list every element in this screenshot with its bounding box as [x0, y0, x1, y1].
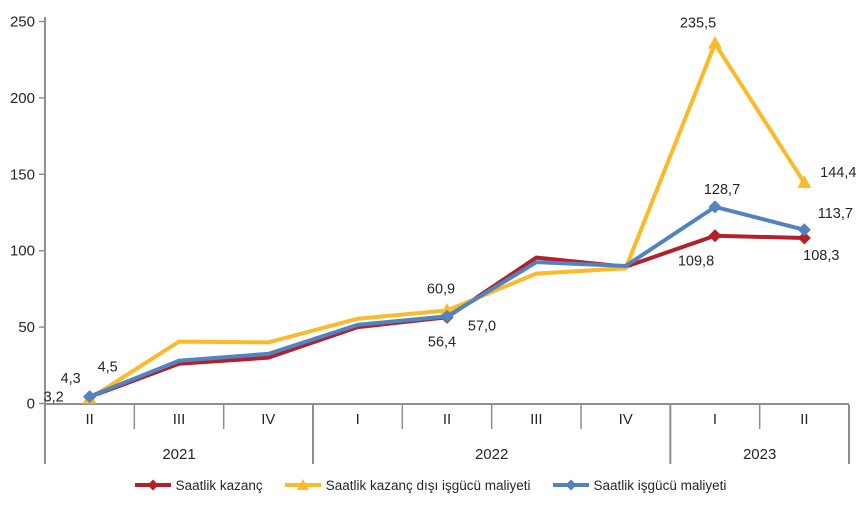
- data-label: 3,2: [44, 390, 64, 406]
- y-axis-label: 150: [10, 166, 35, 183]
- x-axis-quarter-label: I: [713, 411, 717, 428]
- legend-label: Saatlik kazanç: [175, 477, 263, 493]
- legend-item-saatlik-kazanc-disi-isgucu-maliyeti: Saatlik kazanç dışı işgücü maliyeti: [284, 477, 531, 493]
- x-axis-quarter-label: II: [800, 411, 808, 428]
- x-axis-quarter-label: II: [443, 411, 451, 428]
- diamond-marker-icon: [797, 223, 811, 237]
- data-label: 4,3: [61, 371, 81, 387]
- chart-legend: Saatlik kazanç Saatlik kazanç dışı işgüc…: [0, 477, 861, 493]
- data-label: 57,0: [468, 318, 496, 334]
- diamond-marker-icon: [708, 200, 722, 214]
- x-axis-quarter-label: IV: [619, 411, 633, 428]
- x-axis-year-label: 2021: [162, 446, 195, 463]
- y-axis-label: 250: [10, 14, 35, 31]
- diamond-marker-icon: [708, 229, 722, 243]
- data-label: 109,8: [678, 254, 714, 270]
- y-axis-label: 0: [27, 396, 35, 413]
- y-axis-label: 50: [18, 319, 35, 336]
- x-axis-year-label: 2022: [475, 446, 508, 463]
- diamond-marker-icon: [147, 479, 159, 491]
- diamond-marker-icon: [797, 231, 811, 245]
- diamond-marker-icon: [440, 309, 454, 323]
- legend-label: Saatlik işgücü maliyeti: [593, 477, 727, 493]
- x-axis-quarter-label: III: [530, 411, 543, 428]
- data-label: 144,4: [820, 165, 856, 181]
- x-axis-quarter-label: II: [85, 411, 93, 428]
- data-label: 56,4: [428, 334, 456, 350]
- legend-swatch-blue-diamond-icon: [552, 479, 589, 491]
- legend-item-saatlik-isgucu-maliyeti: Saatlik işgücü maliyeti: [552, 477, 727, 493]
- diamond-marker-icon: [565, 479, 577, 491]
- x-axis-year-label: 2023: [743, 446, 776, 463]
- data-label: 128,7: [704, 182, 740, 198]
- data-label: 113,7: [818, 206, 853, 222]
- triangle-marker-icon: [708, 36, 722, 49]
- triangle-marker-icon: [296, 479, 309, 490]
- diamond-marker-icon: [83, 390, 97, 404]
- legend-swatch-yellow-triangle-icon: [284, 479, 321, 490]
- y-axis-label: 100: [10, 243, 35, 260]
- series-saatlik-i-g-c-maliyeti: [83, 200, 811, 404]
- legend-swatch-red-diamond-icon: [134, 479, 171, 491]
- data-label: 60,9: [427, 281, 455, 297]
- x-axis-quarter-label: IV: [261, 411, 275, 428]
- y-axis-label: 200: [10, 90, 35, 107]
- legend-label: Saatlik kazanç dışı işgücü maliyeti: [325, 477, 531, 493]
- data-label: 235,5: [680, 16, 716, 32]
- x-axis-quarter-label: I: [356, 411, 360, 428]
- data-label: 108,3: [803, 248, 839, 264]
- legend-item-saatlik-kazanc: Saatlik kazanç: [134, 477, 263, 493]
- data-label: 4,5: [98, 360, 118, 376]
- triangle-marker-icon: [797, 175, 812, 188]
- series-line: [88, 204, 805, 399]
- x-axis-quarter-label: III: [173, 411, 186, 428]
